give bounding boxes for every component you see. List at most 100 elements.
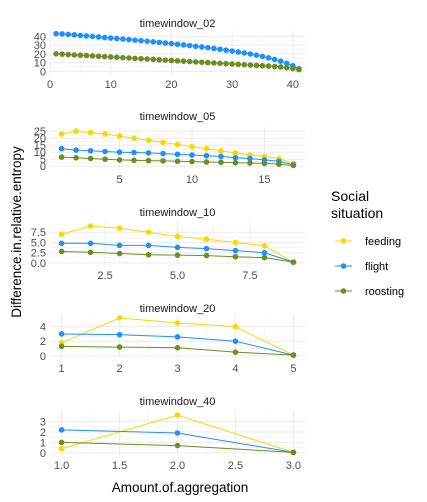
data-point-flight [116,242,123,249]
data-point-flight [116,149,123,155]
legend-label: roosting [365,286,404,298]
data-point-flight [168,40,175,47]
data-point-roosting [290,162,297,169]
data-point-flight [87,240,94,247]
y-tick-label: 1 [40,437,46,449]
data-point-feeding [174,233,181,240]
data-point-roosting [77,52,84,59]
data-point-flight [160,150,166,157]
data-point-roosting [138,55,144,62]
x-tick-label: 2.5 [97,270,112,282]
data-point-roosting [232,159,239,166]
data-point-roosting [259,62,266,69]
data-point-flight [58,331,65,337]
data-point-roosting [150,56,157,63]
data-point-roosting [276,161,282,167]
data-point-flight [247,155,253,162]
data-point-flight [107,35,114,41]
data-point-roosting [126,55,132,61]
data-point-roosting [232,254,239,260]
data-point-flight [59,31,65,37]
data-point-flight [265,55,272,61]
data-point-roosting [145,251,152,258]
y-tick-label: 0 [40,161,46,173]
data-point-flight [162,40,169,46]
data-point-feeding [145,137,152,144]
data-point-roosting [174,344,181,351]
y-axis-title: Difference.in.relative.entropy [9,146,24,318]
data-point-roosting [174,252,181,258]
data-point-roosting [189,158,195,165]
data-point-feeding [261,242,268,249]
panel-title: timewindow_02 [140,18,216,30]
x-axis-title: Amount.of.aggregation [112,480,249,495]
y-tick-label: 10 [34,58,46,70]
data-point-roosting [107,54,114,60]
data-point-flight [144,38,150,44]
y-tick-label: 2 [40,336,46,348]
legend-item-flight: flight [335,261,388,273]
y-tick-label: 2 [40,427,46,439]
data-point-flight [138,37,144,44]
data-point-flight [198,44,205,50]
x-tick-label: 40 [287,79,299,91]
data-point-roosting [174,58,181,64]
data-point-roosting [283,64,290,71]
panel-timewindow_10: timewindow_102.5 5.0 7.50.02.55.07.5 [31,207,305,282]
data-point-feeding [116,133,123,139]
data-point-flight [150,38,157,45]
x-tick-label: 10 [186,174,198,186]
data-point-flight [58,240,65,247]
data-point-flight [77,32,84,39]
data-point-roosting [261,160,268,167]
data-point-flight [217,46,223,53]
data-point-flight [71,32,78,38]
x-tick-label: 5.0 [170,270,185,282]
data-point-flight [174,430,181,436]
data-point-roosting [277,64,284,70]
data-point-roosting [132,55,138,62]
x-tick-label: 1.0 [54,460,69,472]
data-point-flight [203,245,210,252]
x-tick-label: 2 [116,363,122,375]
x-tick-label: 30 [226,79,238,91]
data-point-roosting [116,250,123,257]
y-tick-label: 25 [34,126,46,138]
data-point-roosting [211,60,217,66]
x-tick-label: 5 [290,363,296,375]
legend-key-point [340,288,347,294]
data-point-feeding [102,131,108,137]
y-tick-label: 20 [34,133,46,145]
y-tick-label: 10 [34,147,46,159]
data-point-feeding [116,315,123,321]
x-tick-label: 0 [47,79,53,91]
data-point-feeding [58,131,65,137]
data-point-roosting [131,157,137,164]
data-point-roosting [271,63,278,70]
x-tick-label: 2.0 [170,460,185,472]
y-tick-label: 0 [40,448,46,460]
data-point-feeding [174,141,181,148]
data-point-roosting [218,159,224,166]
y-tick-label: 4 [40,322,46,334]
data-point-flight [277,58,284,64]
data-point-roosting [145,157,152,164]
data-point-feeding [145,229,152,236]
data-point-roosting [186,58,193,65]
data-point-roosting [290,449,297,456]
data-point-roosting [73,155,79,161]
chart-panels: timewindow_020 10 20 30 40010203040timewindo… [31,18,305,472]
legend-label: flight [365,261,388,273]
data-point-flight [223,47,229,53]
data-point-roosting [265,63,272,69]
data-point-roosting [58,343,65,350]
x-tick-label: 1.5 [112,460,127,472]
data-point-roosting [120,54,126,61]
panel-title: timewindow_40 [140,396,216,408]
data-point-roosting [241,61,248,68]
data-point-flight [232,247,239,254]
data-point-roosting [83,52,90,59]
data-point-feeding [131,135,137,141]
